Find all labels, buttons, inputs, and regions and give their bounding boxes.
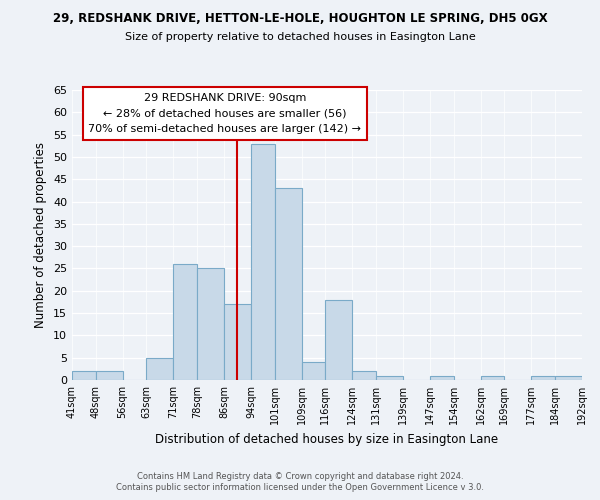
Bar	[376, 376, 403, 380]
Bar	[555, 376, 582, 380]
Bar	[95, 371, 122, 380]
Text: Size of property relative to detached houses in Easington Lane: Size of property relative to detached ho…	[125, 32, 475, 42]
Bar	[532, 376, 555, 380]
Text: 29, REDSHANK DRIVE, HETTON-LE-HOLE, HOUGHTON LE SPRING, DH5 0GX: 29, REDSHANK DRIVE, HETTON-LE-HOLE, HOUG…	[53, 12, 547, 26]
Bar	[275, 188, 302, 380]
Bar	[72, 371, 95, 380]
Text: Contains public sector information licensed under the Open Government Licence v : Contains public sector information licen…	[116, 484, 484, 492]
Bar	[146, 358, 173, 380]
Bar	[325, 300, 352, 380]
Text: Contains HM Land Registry data © Crown copyright and database right 2024.: Contains HM Land Registry data © Crown c…	[137, 472, 463, 481]
Bar	[302, 362, 325, 380]
Bar	[197, 268, 224, 380]
Bar	[173, 264, 197, 380]
Bar	[481, 376, 505, 380]
Bar	[352, 371, 376, 380]
Bar	[430, 376, 454, 380]
Y-axis label: Number of detached properties: Number of detached properties	[34, 142, 47, 328]
Bar	[251, 144, 275, 380]
X-axis label: Distribution of detached houses by size in Easington Lane: Distribution of detached houses by size …	[155, 432, 499, 446]
Text: 29 REDSHANK DRIVE: 90sqm
← 28% of detached houses are smaller (56)
70% of semi-d: 29 REDSHANK DRIVE: 90sqm ← 28% of detach…	[89, 93, 361, 134]
Bar	[224, 304, 251, 380]
